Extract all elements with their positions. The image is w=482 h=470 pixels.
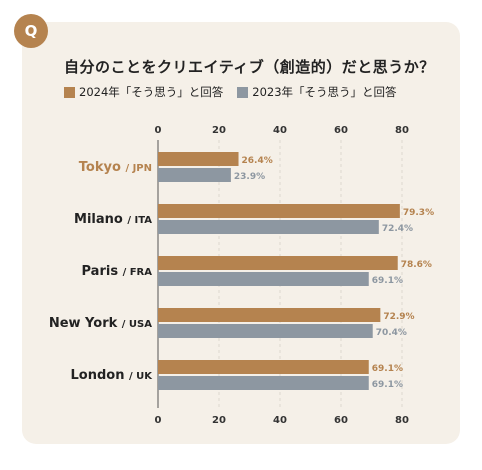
category-label-london: London / UK [70,368,153,383]
legend-label-2023: 2023年「そう思う」と回答 [252,85,397,99]
tick-label-bottom-40: 40 [273,415,287,426]
data-label-tokyo-2024: 26.4% [242,156,273,166]
legend-swatch-2024 [64,86,75,98]
bar-milano-2023 [158,220,379,234]
question-title: 自分のことをクリエイティブ（創造的）だと思うか？ [64,58,435,76]
category-city: Tokyo [79,160,126,175]
legend-item-2023: 2023年「そう思う」と回答 [237,84,397,100]
legend-item-2024: 2024年「そう思う」と回答 [64,84,223,100]
bar-london-2024 [158,360,369,374]
tick-label-top-20: 20 [212,125,226,136]
data-label-paris-2023: 69.1% [372,276,403,286]
tick-label-top-40: 40 [273,125,287,136]
data-label-paris-2024: 78.6% [401,260,432,270]
tick-label-top-0: 0 [155,125,162,136]
category-city: London [70,368,129,383]
tick-label-bottom-80: 80 [395,415,409,426]
category-code: / ITA [127,215,152,226]
legend: 2024年「そう思う」と回答 2023年「そう思う」と回答 [64,84,397,100]
bar-paris-2023 [158,272,369,286]
legend-label-2024: 2024年「そう思う」と回答 [79,85,224,99]
bar-london-2023 [158,376,369,390]
data-label-london-2024: 69.1% [372,364,403,374]
legend-swatch-2023 [237,86,249,98]
data-label-milano-2023: 72.4% [382,224,413,234]
tick-label-top-60: 60 [334,125,348,136]
data-label-new-york-2024: 72.9% [383,312,414,322]
category-label-paris: Paris / FRA [82,264,153,279]
data-label-milano-2024: 79.3% [403,208,434,218]
category-label-tokyo: Tokyo / JPN [79,160,152,175]
question-badge: Q [14,14,48,48]
data-label-tokyo-2023: 23.9% [234,172,265,182]
category-code: / UK [129,371,153,382]
category-code: / FRA [123,267,153,278]
category-label-new-york: New York / USA [49,316,152,331]
category-city: Milano [74,212,127,227]
category-city: Paris [82,264,123,279]
category-city: New York [49,316,122,331]
data-label-new-york-2023: 70.4% [376,328,407,338]
bar-tokyo-2023 [158,168,231,182]
bar-milano-2024 [158,204,400,218]
tick-label-bottom-0: 0 [155,415,162,426]
data-label-london-2023: 69.1% [372,380,403,390]
bar-new-york-2024 [158,308,381,322]
tick-label-bottom-20: 20 [212,415,226,426]
category-code: / JPN [125,163,152,174]
bar-tokyo-2024 [158,152,239,166]
tick-label-bottom-60: 60 [334,415,348,426]
category-label-milano: Milano / ITA [74,212,152,227]
tick-label-top-80: 80 [395,125,409,136]
category-code: / USA [122,319,152,330]
bar-new-york-2023 [158,324,373,338]
bar-paris-2024 [158,256,398,270]
